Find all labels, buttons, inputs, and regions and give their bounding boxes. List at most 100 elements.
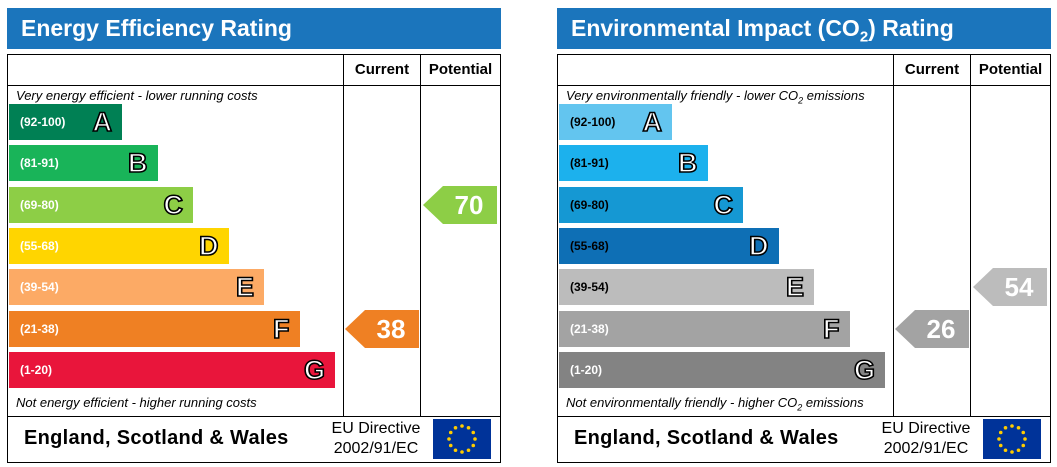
band-c: (69-80) C [559, 186, 743, 223]
band-range-label: (69-80) [20, 197, 59, 212]
column-divider-current [343, 55, 344, 416]
top-caption: Very energy efficient - lower running co… [16, 88, 258, 103]
directive-line-1: EU Directive [881, 420, 971, 437]
footer-directive: EU Directive 2002/91/EC [326, 419, 426, 459]
band-g: (1-20) G [9, 351, 335, 388]
band-letter: E [235, 271, 255, 303]
band-d: (55-68) D [559, 227, 779, 264]
band-letter: A [642, 106, 663, 138]
band-b: (81-91) B [9, 145, 158, 182]
eu-star [473, 437, 477, 441]
header-divider [8, 85, 500, 86]
band-e: (39-54) E [9, 269, 264, 306]
eu-flag-icon [983, 419, 1041, 459]
directive-line-2: 2002/91/EC [883, 440, 969, 457]
eu-star [453, 425, 458, 430]
band-range-label: (55-68) [570, 238, 609, 253]
band-letter: C [713, 189, 734, 221]
eu-star [460, 450, 464, 454]
eu-star [471, 430, 476, 435]
eu-star [466, 425, 471, 430]
eu-star [1010, 450, 1014, 454]
band-a: (92-100) A [559, 104, 672, 140]
band-letter: F [822, 313, 840, 345]
band-range-label: (81-91) [570, 156, 609, 171]
eu-star [998, 443, 1003, 448]
footer-region: England, Scotland & Wales [574, 427, 839, 449]
current-column-header: Current [904, 61, 960, 78]
band-range-label: (1-20) [570, 362, 603, 377]
bottom-caption: Not environmentally friendly - higher CO… [566, 395, 864, 413]
column-divider-potential [970, 55, 971, 416]
band-f: (21-38) F [559, 310, 850, 347]
potential-rating-value: 54 [1004, 272, 1034, 303]
band-letter: D [748, 230, 769, 262]
current-rating-value: 38 [376, 313, 406, 344]
band-range-label: (21-38) [20, 321, 59, 336]
band-letter: A [92, 106, 113, 138]
potential-rating-arrow: 70 [423, 185, 497, 224]
band-f: (21-38) F [9, 310, 300, 347]
eu-star [1016, 448, 1021, 453]
band-range-label: (39-54) [20, 280, 59, 295]
directive-line-1: EU Directive [331, 420, 421, 437]
band-range-label: (92-100) [570, 115, 616, 129]
footer-divider [558, 416, 1050, 417]
band-b: (81-91) B [559, 145, 708, 182]
column-divider-current [893, 55, 894, 416]
band-c: (69-80) C [9, 186, 193, 223]
band-letter: C [163, 189, 184, 221]
bottom-caption: Not energy efficient - higher running co… [16, 395, 257, 410]
eu-star [460, 424, 464, 428]
band-d: (55-68) D [9, 227, 229, 264]
eu-star [1021, 430, 1026, 435]
potential-column-header: Potential [978, 61, 1043, 78]
footer-divider [8, 416, 500, 417]
environmental-impact-title: Environmental Impact (CO2) Rating [557, 8, 1051, 49]
environmental-impact-chart: Current Potential Very environmentally f… [557, 54, 1051, 463]
band-range-label: (1-20) [20, 362, 53, 377]
eu-star [448, 443, 453, 448]
band-range-label: (21-38) [570, 321, 609, 336]
energy-efficiency-chart: Current Potential Very energy efficient … [7, 54, 501, 463]
footer-directive: EU Directive 2002/91/EC [876, 419, 976, 459]
eu-star [1010, 424, 1014, 428]
band-letter: D [198, 230, 219, 262]
band-range-label: (92-100) [20, 115, 66, 129]
directive-line-2: 2002/91/EC [333, 440, 419, 457]
current-column-header: Current [354, 61, 410, 78]
energy-efficiency-panel: Energy Efficiency Rating Current Potenti… [7, 8, 501, 463]
band-letter: B [127, 147, 148, 179]
potential-rating-arrow: 54 [973, 268, 1047, 307]
footer-region: England, Scotland & Wales [24, 427, 289, 449]
environmental-impact-panel: Environmental Impact (CO2) Rating Curren… [557, 8, 1051, 463]
eu-star [997, 437, 1001, 441]
band-range-label: (39-54) [570, 280, 609, 295]
band-range-label: (69-80) [570, 197, 609, 212]
eu-star [1021, 443, 1026, 448]
potential-column-header: Potential [428, 61, 493, 78]
eu-star [471, 443, 476, 448]
eu-star [1003, 448, 1008, 453]
current-rating-arrow: 26 [895, 309, 969, 348]
top-caption: Very environmentally friendly - lower CO… [566, 88, 865, 106]
current-rating-arrow: 38 [345, 309, 419, 348]
band-letter: B [677, 147, 698, 179]
band-g: (1-20) G [559, 351, 885, 388]
eu-star [453, 448, 458, 453]
column-divider-potential [420, 55, 421, 416]
band-range-label: (55-68) [20, 238, 59, 253]
band-letter: G [853, 354, 876, 386]
eu-star [448, 430, 453, 435]
band-letter: E [785, 271, 805, 303]
eu-star [1016, 425, 1021, 430]
eu-star [466, 448, 471, 453]
eu-star [447, 437, 451, 441]
eu-flag-icon [433, 419, 491, 459]
current-rating-value: 26 [926, 313, 956, 344]
header-divider [558, 85, 1050, 86]
eu-star [1003, 425, 1008, 430]
energy-efficiency-title: Energy Efficiency Rating [7, 8, 501, 49]
eu-star [998, 430, 1003, 435]
potential-rating-value: 70 [454, 189, 484, 220]
